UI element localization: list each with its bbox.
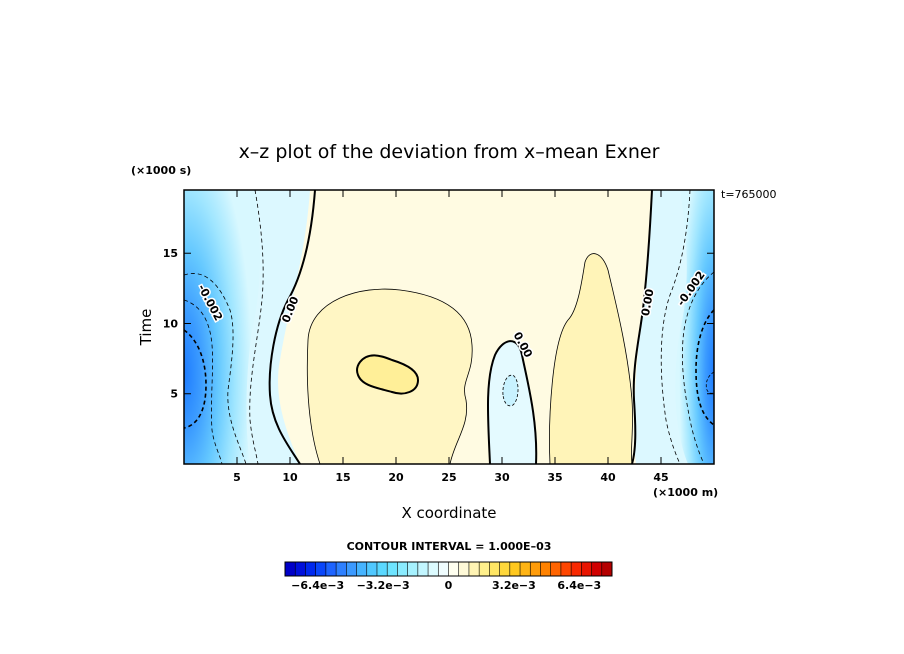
colorbar-swatch bbox=[550, 562, 562, 576]
x-tick-label: 15 bbox=[335, 471, 350, 484]
colorbar-tick-label: −6.4e−3 bbox=[291, 579, 344, 592]
colorbar-swatch bbox=[366, 562, 378, 576]
chart-title: x–z plot of the deviation from x–mean Ex… bbox=[239, 141, 660, 163]
x-tick-label: 35 bbox=[547, 471, 562, 484]
negative-min-center bbox=[502, 375, 519, 406]
colorbar-swatch bbox=[591, 562, 603, 576]
colorbar-tick-label: 3.2e−3 bbox=[492, 579, 536, 592]
contour-neg2-right bbox=[681, 271, 714, 464]
colorbar-swatch bbox=[468, 562, 480, 576]
x-tick-label: 40 bbox=[600, 471, 616, 484]
colorbar-swatch bbox=[407, 562, 419, 576]
colorbar-swatch bbox=[581, 562, 592, 576]
colorbar-swatch bbox=[428, 562, 439, 576]
colorbar-tick-label: 0 bbox=[445, 579, 453, 592]
contour-pos2-center bbox=[355, 354, 420, 395]
colorbar-swatch bbox=[530, 562, 541, 576]
x-tick-label: 5 bbox=[233, 471, 241, 484]
colorbar-swatch bbox=[376, 562, 388, 576]
x-tick-label: 30 bbox=[494, 471, 510, 484]
colorbar-swatch bbox=[325, 562, 337, 576]
colorbar-swatch bbox=[295, 562, 306, 576]
contour-pos1-right bbox=[549, 253, 633, 464]
axis-ticks: 5 10 15 20 25 30 35 40 45 5 10 15 bbox=[163, 190, 714, 484]
y-unit-label: (×1000 s) bbox=[131, 164, 191, 177]
x-axis-label: X coordinate bbox=[401, 504, 496, 522]
colorbar: −6.4e−3 −3.2e−3 0 3.2e−3 6.4e−3 bbox=[284, 561, 613, 592]
contour-lines bbox=[184, 190, 714, 464]
contour-neg4-right bbox=[705, 371, 714, 394]
colorbar-swatch bbox=[356, 562, 368, 576]
colorbar-swatch bbox=[315, 562, 327, 576]
contour-label: 0.00 bbox=[639, 288, 657, 317]
colorbar-swatch bbox=[336, 562, 347, 576]
x-tick-label: 45 bbox=[653, 471, 668, 484]
colorbar-swatch bbox=[520, 562, 531, 576]
x-tick-label: 25 bbox=[441, 471, 456, 484]
negative-region-right-inner bbox=[675, 190, 714, 464]
colorbar-swatch bbox=[285, 562, 296, 576]
x-tick-label: 10 bbox=[282, 471, 298, 484]
colorbar-frame bbox=[284, 561, 613, 577]
colorbar-swatch bbox=[499, 562, 511, 576]
contour-neg2-left bbox=[184, 273, 247, 464]
contour-neg1-right bbox=[660, 190, 691, 464]
colorbar-swatch bbox=[417, 562, 429, 576]
colorbar-tick-label: 6.4e−3 bbox=[557, 579, 601, 592]
colorbar-tick-label: −3.2e−3 bbox=[357, 579, 410, 592]
colorbar-swatch bbox=[438, 562, 449, 576]
colorbar-swatch bbox=[305, 562, 317, 576]
negative-region-left-inner bbox=[184, 190, 260, 464]
x-unit-label: (×1000 m) bbox=[653, 486, 718, 499]
colorbar-swatch bbox=[458, 562, 470, 576]
contour-interval-label: CONTOUR INTERVAL = 1.000E–03 bbox=[347, 540, 552, 553]
x-tick-label: 20 bbox=[388, 471, 404, 484]
colorbar-swatch bbox=[571, 562, 582, 576]
y-axis-label: Time bbox=[137, 309, 155, 347]
colorbar-swatch bbox=[509, 562, 521, 576]
colorbar-swatch bbox=[479, 562, 490, 576]
colorbar-swatch bbox=[560, 562, 572, 576]
colorbar-swatch bbox=[387, 562, 398, 576]
contour-zero-left bbox=[268, 190, 316, 464]
colorbar-swatch bbox=[540, 562, 552, 576]
contour-pos1-center bbox=[306, 288, 473, 464]
colorbar-swatch bbox=[489, 562, 500, 576]
y-tick-label: 5 bbox=[170, 388, 178, 401]
colorbar-swatch bbox=[448, 562, 460, 576]
contour-neg4-left bbox=[184, 329, 207, 429]
y-tick-label: 10 bbox=[163, 317, 179, 330]
y-tick-label: 15 bbox=[163, 247, 178, 260]
time-label: t=765000 bbox=[721, 188, 777, 201]
plot-area: -0.002 0.000.000.00 -0.002 bbox=[184, 190, 714, 464]
contour-zero-right bbox=[631, 190, 653, 464]
colorbar-swatch bbox=[601, 562, 613, 576]
contour-neg3-right bbox=[695, 309, 714, 426]
contour-neg1-center bbox=[502, 374, 519, 407]
positive-region-right bbox=[549, 253, 633, 464]
contour-neg1-left bbox=[249, 190, 264, 464]
colorbar-swatch bbox=[346, 562, 357, 576]
colorbar-swatch bbox=[397, 562, 409, 576]
contour-zero-center bbox=[486, 340, 538, 464]
